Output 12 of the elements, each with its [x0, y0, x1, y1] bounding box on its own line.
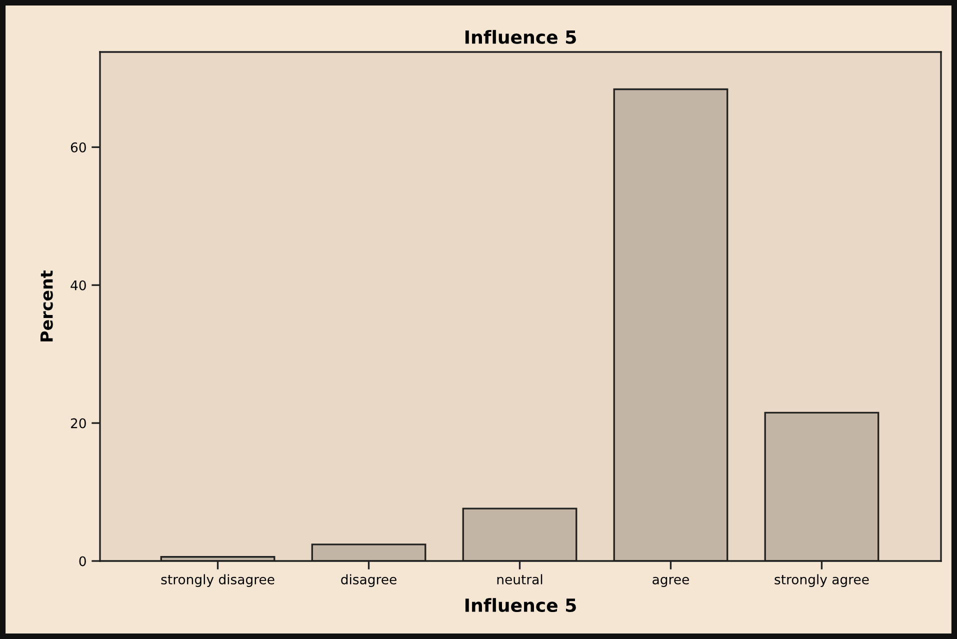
x-tick-label: agree — [652, 576, 689, 587]
x-tick-label: strongly disagree — [161, 574, 274, 587]
chart-title: Influence 5 — [465, 30, 576, 44]
x-tick-label: disagree — [341, 574, 396, 587]
x-axis-title: Influence 5 — [465, 598, 576, 612]
y-tick-label: 20 — [70, 418, 86, 428]
x-tick-label: strongly agree — [774, 574, 869, 587]
y-tick-label: 0 — [79, 556, 86, 566]
y-tick-label: 40 — [70, 280, 86, 290]
y-tick-label: 60 — [70, 142, 86, 152]
y-axis-title: Percent — [40, 270, 53, 342]
x-tick-label: neutral — [497, 574, 542, 584]
